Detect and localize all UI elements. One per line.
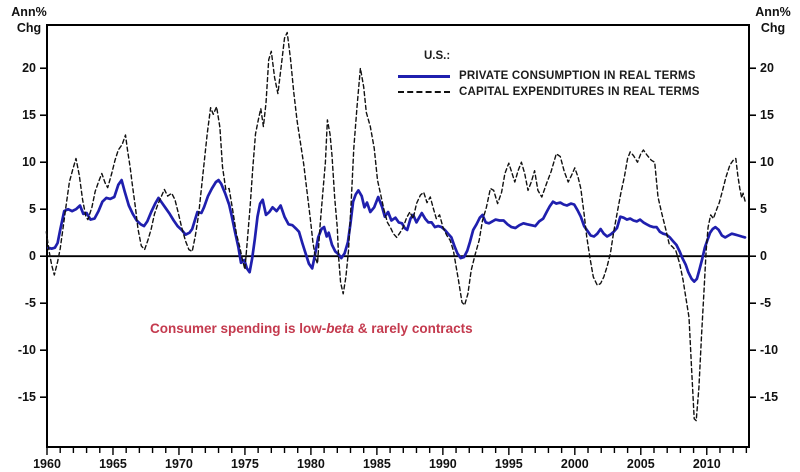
legend-label-capex: CAPITAL EXPENDITURES IN REAL TERMS — [459, 86, 700, 98]
y-tick-label-left: 15 — [22, 108, 36, 122]
legend-label-consumption: PRIVATE CONSUMPTION IN REAL TERMS — [459, 70, 696, 82]
x-tick-label: 1995 — [495, 457, 523, 471]
y-tick-label-right: 10 — [760, 155, 774, 169]
y-axis-unit-line1: Ann% — [755, 5, 791, 19]
annotation-emphasis: beta — [326, 321, 355, 336]
x-tick-label: 1975 — [231, 457, 259, 471]
y-tick-label-right: 5 — [760, 202, 767, 216]
annotation-suffix: & rarely contracts — [354, 321, 473, 336]
y-axis-unit-label-left: Ann% Chg — [6, 4, 52, 36]
x-tick-label: 2000 — [561, 457, 589, 471]
y-tick-label-right: -15 — [760, 390, 778, 404]
x-tick-label: 1985 — [363, 457, 391, 471]
y-axis-unit-line1: Ann% — [11, 5, 47, 19]
series-capital-expenditures — [45, 31, 747, 422]
y-tick-label-left: 20 — [22, 61, 36, 75]
chart-legend: U.S.: PRIVATE CONSUMPTION IN REAL TERMS … — [398, 50, 700, 100]
legend-item-capex: CAPITAL EXPENDITURES IN REAL TERMS — [398, 84, 700, 100]
y-tick-label-left: 10 — [22, 155, 36, 169]
y-axis-unit-line2: Chg — [760, 21, 786, 35]
x-tick-label: 1980 — [297, 457, 325, 471]
series-private-consumption — [46, 178, 747, 283]
y-tick-label-left: 0 — [29, 249, 36, 263]
x-tick-label: 1970 — [165, 457, 193, 471]
y-tick-label-right: -10 — [760, 343, 778, 357]
chart-annotation: Consumer spending is low-beta & rarely c… — [150, 321, 473, 336]
x-tick-label: 2005 — [627, 457, 655, 471]
x-tick-label: 1990 — [429, 457, 457, 471]
y-axis-unit-line2: Chg — [16, 21, 42, 35]
y-tick-label-left: 5 — [29, 202, 36, 216]
legend-line-dashed — [398, 91, 450, 93]
y-tick-label-left: -10 — [18, 343, 36, 357]
annotation-prefix: Consumer spending is low- — [150, 321, 327, 336]
x-tick-label: 1965 — [99, 457, 127, 471]
y-tick-label-right: 0 — [760, 249, 767, 263]
x-tick-label: 2010 — [693, 457, 721, 471]
y-tick-label-right: -5 — [760, 296, 771, 310]
y-axis-unit-label-right: Ann% Chg — [750, 4, 796, 36]
y-tick-label-left: -5 — [25, 296, 36, 310]
y-tick-label-left: -15 — [18, 390, 36, 404]
y-tick-label-right: 20 — [760, 61, 774, 75]
legend-title: U.S.: — [424, 50, 451, 62]
legend-item-consumption: PRIVATE CONSUMPTION IN REAL TERMS — [398, 68, 700, 84]
legend-line-solid — [398, 74, 450, 78]
x-tick-label: 1960 — [33, 457, 61, 471]
y-tick-label-right: 15 — [760, 108, 774, 122]
